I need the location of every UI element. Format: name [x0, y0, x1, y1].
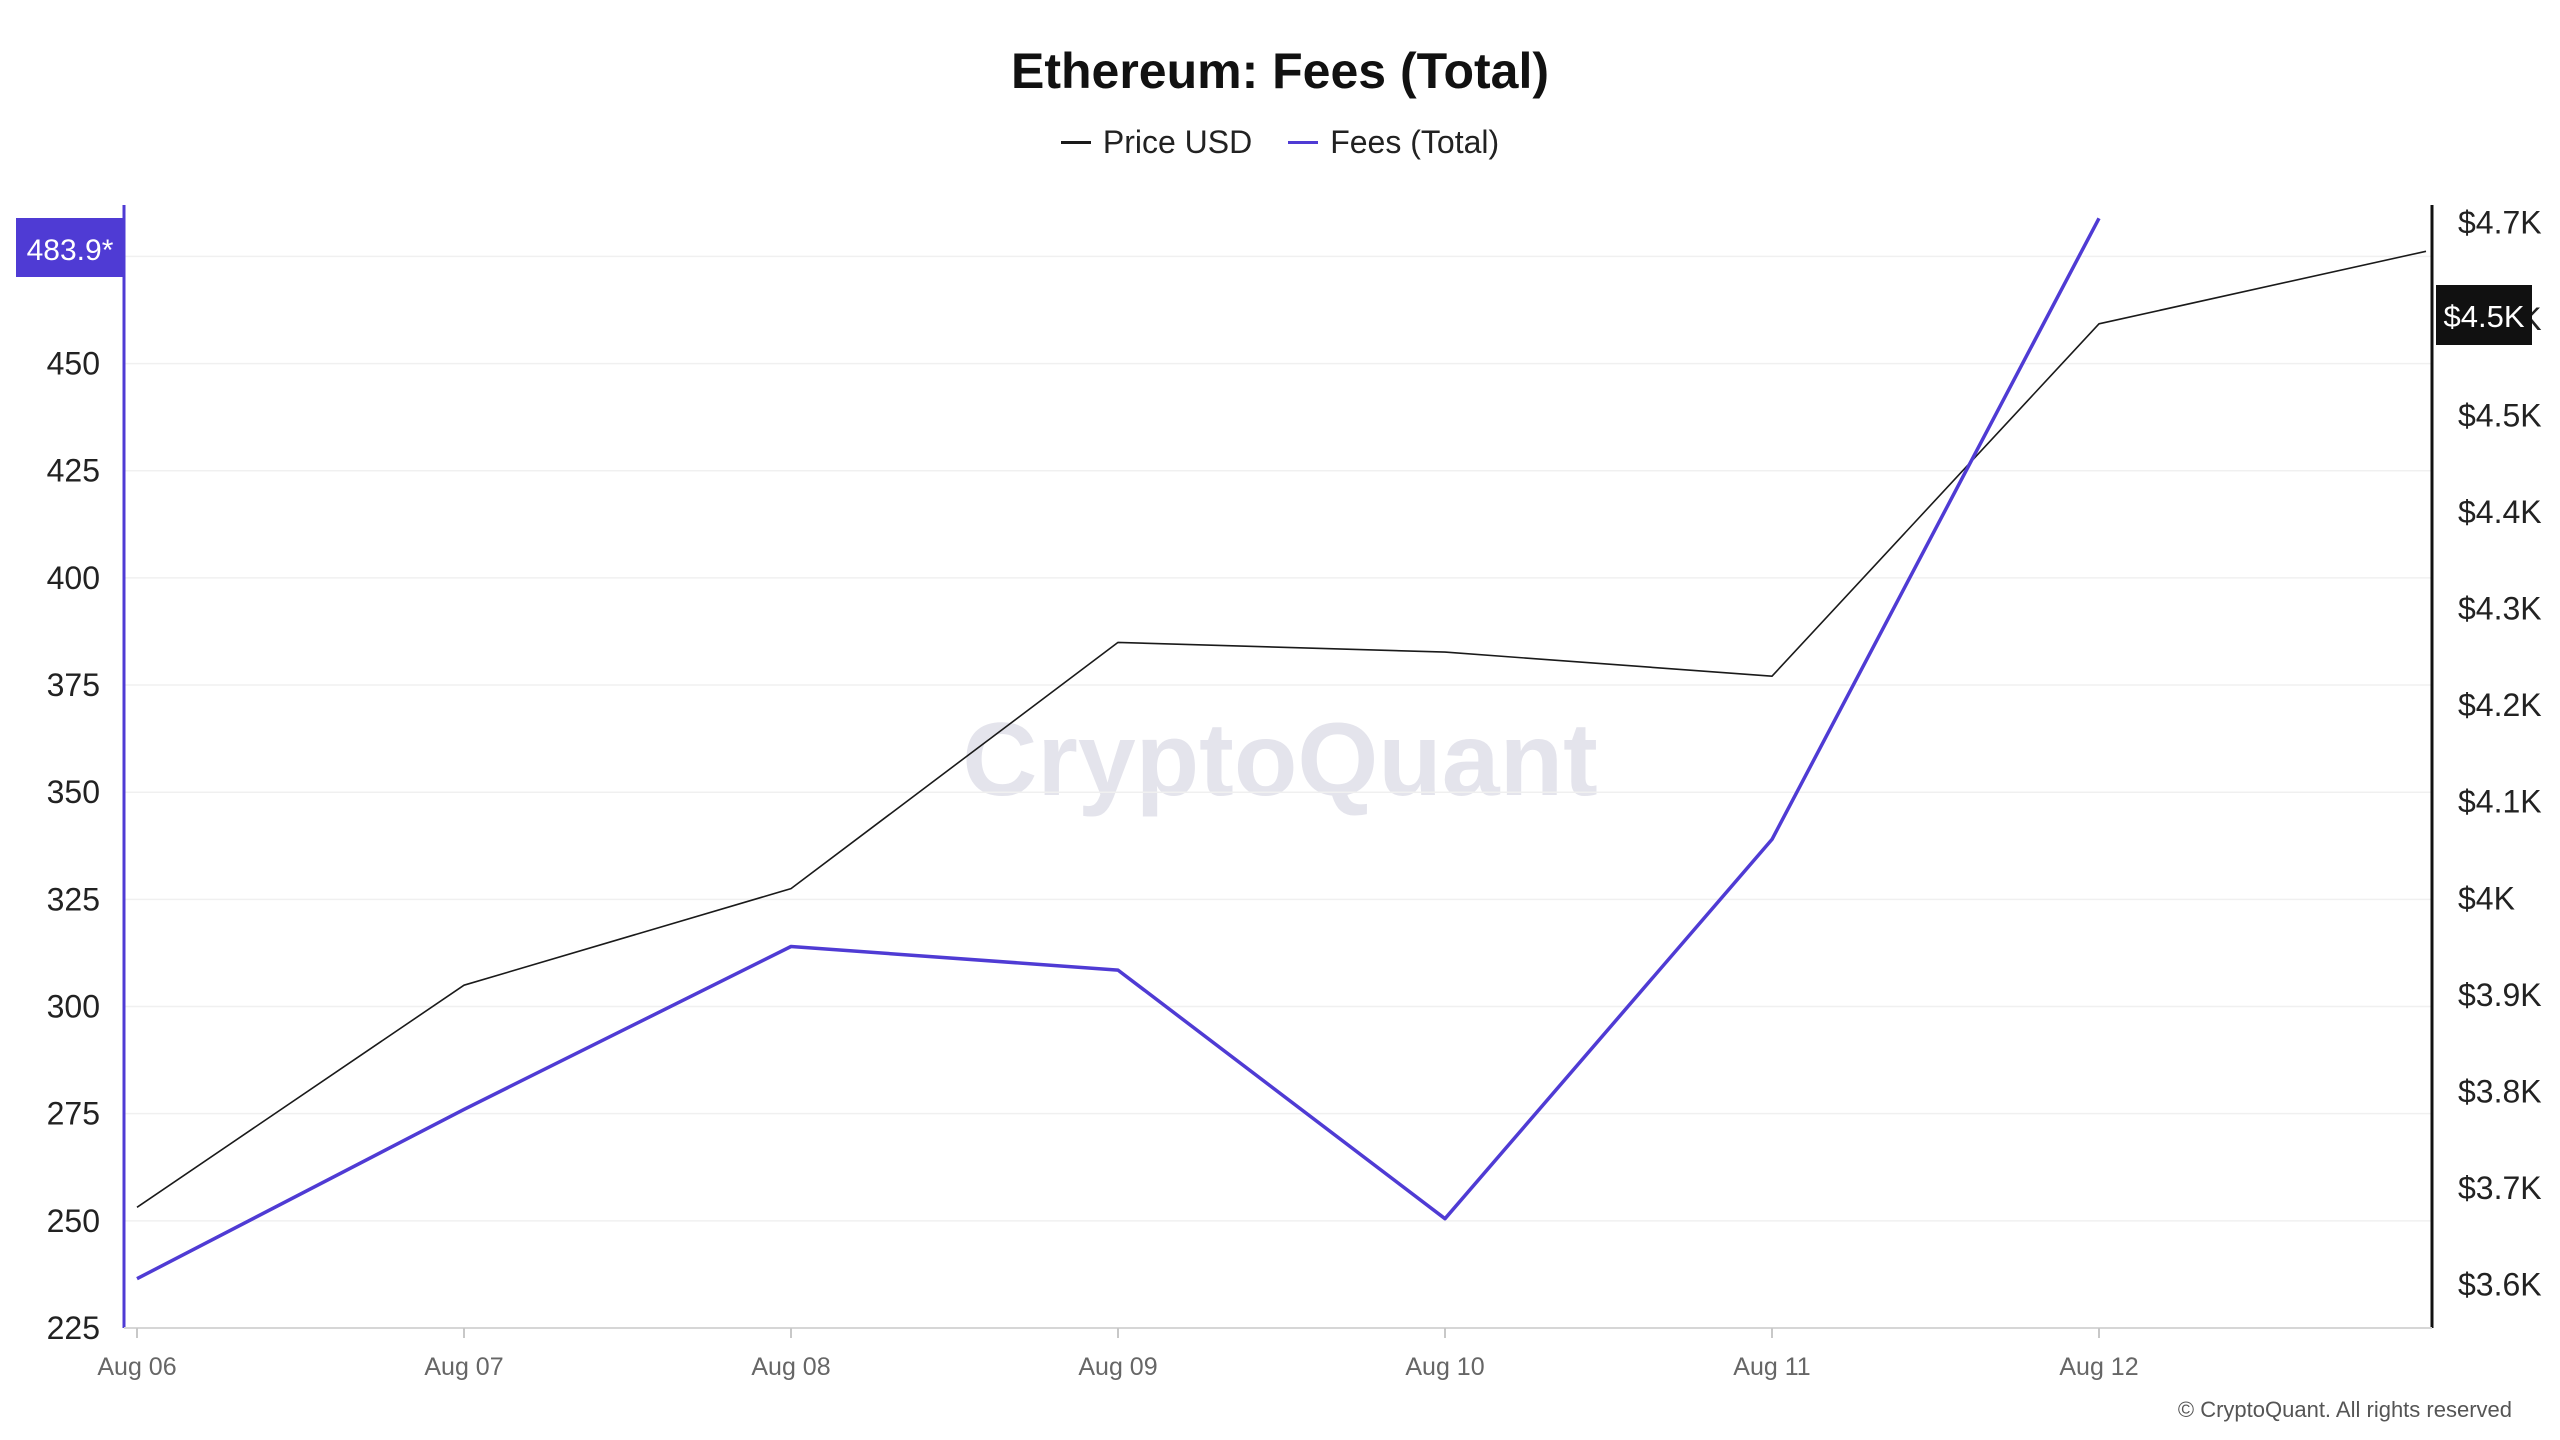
axes — [122, 205, 2434, 1338]
right-current-value-badge — [2436, 285, 2532, 345]
copyright: © CryptoQuant. All rights reserved — [2177, 1397, 2512, 1422]
right-tick-label: $3.8K — [2458, 1073, 2542, 1109]
chart-title: Ethereum: Fees (Total) — [1010, 43, 1550, 99]
x-tick-label: Aug 10 — [1405, 1353, 1484, 1381]
left-tick-label: 425 — [47, 453, 100, 489]
right-tick-label: $4.2K — [2458, 687, 2542, 723]
left-tick-label: 325 — [47, 881, 100, 917]
legend: Price USD Fees (Total) — [0, 124, 2560, 161]
x-tick-label: Aug 08 — [751, 1353, 830, 1381]
legend-swatch-fees — [1288, 141, 1319, 144]
right-tick-label: $4.4K — [2458, 494, 2542, 530]
legend-swatch-price — [1060, 141, 1091, 144]
right-tick-label: $4.5K — [2458, 398, 2542, 434]
x-tick-label: Aug 12 — [2059, 1353, 2138, 1381]
legend-item-fees[interactable]: Fees (Total) — [1288, 124, 1499, 161]
left-current-value-label: 483.9* — [27, 234, 114, 267]
price-usd-line — [136, 250, 2427, 1208]
legend-label-fees: Fees (Total) — [1330, 124, 1500, 160]
right-tick-label: $4.3K — [2458, 591, 2542, 627]
fees-total-line — [136, 217, 2101, 1281]
left-current-value-badge — [16, 218, 124, 277]
right-tick-label: $3.7K — [2458, 1170, 2542, 1206]
right-tick-label: $4K — [2458, 880, 2515, 916]
legend-label-price: Price USD — [1102, 124, 1253, 160]
left-tick-label: 225 — [47, 1310, 100, 1346]
grid — [124, 255, 2432, 1222]
left-tick-label: 250 — [47, 1203, 100, 1239]
x-tick-label: Aug 09 — [1078, 1353, 1157, 1381]
left-tick-label: 300 — [47, 989, 100, 1025]
series — [136, 217, 2427, 1281]
watermark: CryptoQuant — [962, 702, 1598, 818]
left-tick-label: 450 — [47, 346, 100, 382]
left-tick-label: 350 — [47, 774, 100, 810]
left-tick-label: 375 — [47, 667, 100, 703]
legend-item-price[interactable]: Price USD — [1060, 124, 1253, 161]
left-tick-label: 275 — [47, 1096, 100, 1132]
right-tick-label: $3.6K — [2458, 1267, 2542, 1303]
right-tick-label: $3.9K — [2458, 977, 2542, 1013]
x-tick-label: Aug 06 — [97, 1353, 176, 1381]
x-tick-label: Aug 07 — [424, 1353, 503, 1381]
right-tick-label: $4.7K — [2458, 204, 2542, 240]
right-tick-label: $4.1K — [2458, 784, 2542, 820]
right-current-value-label: $4.5K — [2443, 299, 2524, 334]
left-tick-label: 400 — [47, 560, 100, 596]
x-tick-label: Aug 11 — [1733, 1353, 1810, 1381]
axis-labels: 225250275300325350375400425450475$3.6K$3… — [16, 204, 2542, 1381]
